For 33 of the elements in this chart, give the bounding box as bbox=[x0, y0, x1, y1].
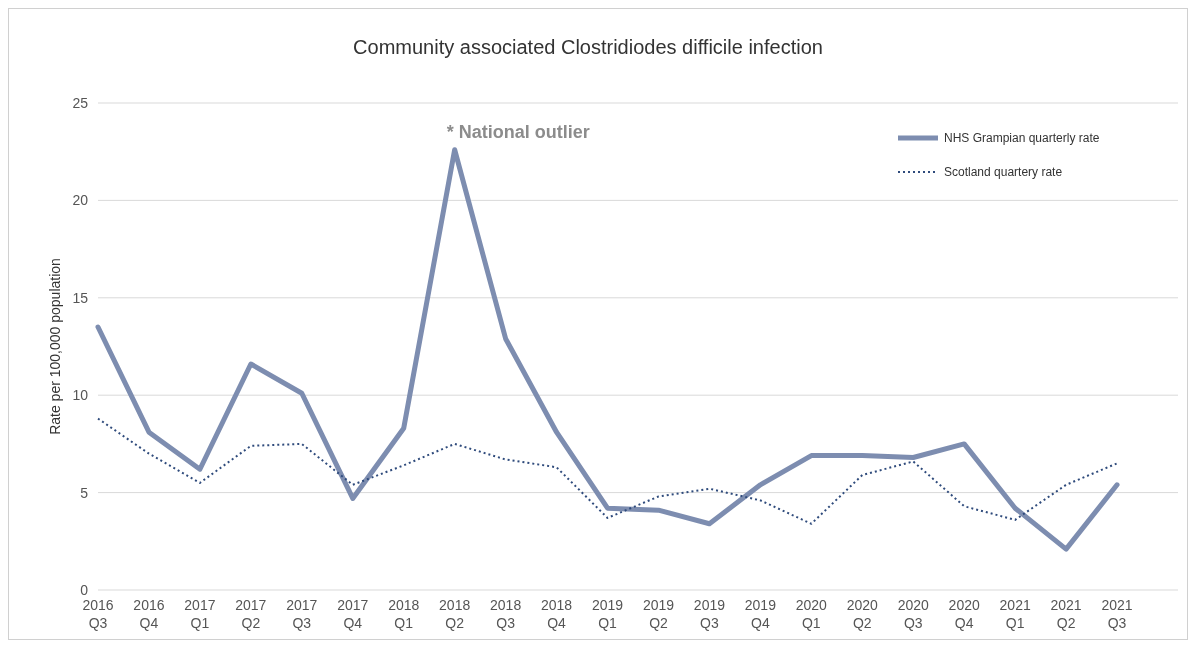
x-tick-label: 2019 Q2 bbox=[642, 597, 675, 631]
x-tick-label: 2021 Q1 bbox=[999, 597, 1031, 631]
x-tick-label: 2018 Q1 bbox=[388, 597, 420, 631]
y-tick-label: 0 bbox=[80, 582, 89, 598]
x-tick-label: 2021 Q3 bbox=[1101, 597, 1133, 631]
y-axis-title: Rate per 100,000 population bbox=[47, 258, 63, 435]
y-tick-label: 25 bbox=[72, 95, 89, 111]
line-series bbox=[97, 417, 1119, 525]
x-tick-label: 2017 Q3 bbox=[286, 597, 318, 631]
x-tick-label: 2016 Q4 bbox=[133, 597, 165, 631]
x-tick-label: 2019 Q3 bbox=[693, 597, 726, 631]
x-tick-label: 2017 Q4 bbox=[337, 597, 369, 631]
y-tick-label: 15 bbox=[72, 289, 89, 306]
x-tick-label: 2019 Q4 bbox=[744, 597, 777, 631]
y-tick-label: 10 bbox=[72, 387, 89, 404]
legend-label: Scotland quartery rate bbox=[944, 165, 1063, 179]
x-tick-label: 2017 Q2 bbox=[235, 597, 267, 631]
chart-title: Community associated Clostridiodes difficile infection bbox=[353, 36, 823, 58]
x-tick-label: 2020 Q4 bbox=[948, 597, 980, 631]
y-tick-label: 5 bbox=[80, 484, 89, 501]
legend-label: NHS Grampian quarterly rate bbox=[944, 131, 1100, 145]
annotation: * National outlier bbox=[446, 121, 590, 142]
x-tick-label: 2017 Q1 bbox=[184, 597, 216, 631]
x-tick-label: 2020 Q1 bbox=[795, 597, 828, 631]
x-tick-label: 2018 Q4 bbox=[540, 597, 573, 631]
y-tick-label: 20 bbox=[72, 192, 89, 209]
x-tick-label: 2020 Q2 bbox=[846, 597, 879, 631]
x-tick-label: 2018 Q3 bbox=[490, 597, 522, 631]
x-tick-label: 2018 Q2 bbox=[439, 597, 471, 631]
x-tick-label: 2016 Q3 bbox=[82, 597, 114, 631]
x-tick-label: 2020 Q3 bbox=[897, 597, 930, 631]
x-tick-label: 2019 Q1 bbox=[591, 597, 624, 631]
x-tick-label: 2021 Q2 bbox=[1050, 597, 1082, 631]
